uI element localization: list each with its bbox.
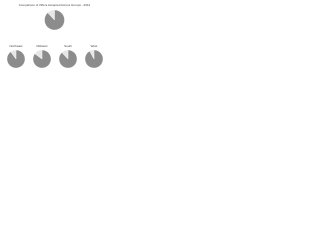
pie-slice	[84, 49, 104, 69]
chart-title: Northeast	[9, 44, 22, 48]
pie-slice	[47, 9, 55, 21]
pie-slice	[10, 49, 17, 60]
chart: Comparison of Offers Accepted Across Gro…	[6, 3, 104, 69]
pie-slice	[61, 49, 69, 60]
pie-slice	[58, 49, 78, 69]
chart-title: Midwest	[36, 44, 47, 48]
pie-slice	[89, 49, 95, 60]
chart-title: West	[91, 44, 98, 48]
chart-title: South	[64, 44, 72, 48]
chart-title: Comparison of Offers Accepted Across Gro…	[19, 3, 91, 7]
pie-slice	[34, 49, 43, 60]
page: {"chart_data": [ {"type": "pie", "title"…	[0, 0, 109, 79]
